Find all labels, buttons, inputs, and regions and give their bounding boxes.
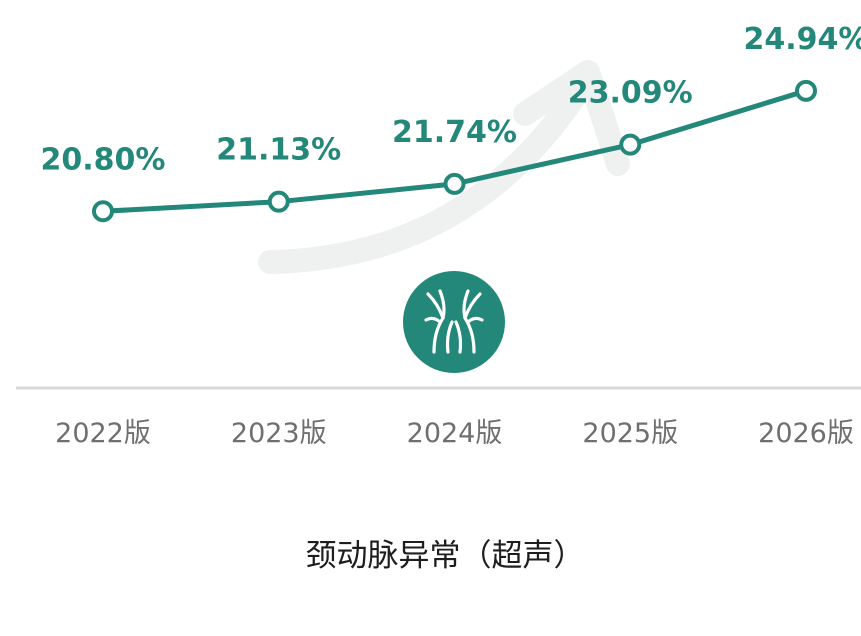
carotid-artery-badge	[403, 271, 505, 373]
point-marker	[443, 172, 466, 195]
x-tick-label: 2024版	[407, 418, 503, 449]
trend-arrow-icon	[258, 60, 630, 274]
data-label: 21.13%	[216, 133, 341, 168]
data-label: 24.94%	[744, 22, 861, 57]
carotid-artery-icon	[424, 289, 484, 354]
value-labels: 20.80% 21.13% 21.74% 23.09% 24.94%	[41, 22, 861, 177]
x-tick-label: 2026版	[758, 418, 854, 449]
trend-arrow-shaft	[258, 76, 592, 274]
data-label: 23.09%	[568, 76, 693, 111]
point-marker	[267, 190, 290, 213]
chart-title: 颈动脉异常（超声）	[306, 538, 585, 574]
x-tick-label: 2025版	[582, 418, 678, 449]
trend-arrow-head	[513, 60, 630, 176]
point-marker	[795, 79, 817, 102]
data-label: 20.80%	[41, 142, 166, 177]
x-tick-label: 2022版	[55, 418, 151, 449]
point-marker	[92, 200, 114, 223]
badge-circle	[403, 271, 505, 373]
point-markers	[92, 79, 817, 223]
data-label: 21.74%	[392, 115, 517, 150]
x-tick-label: 2023版	[231, 418, 327, 449]
point-marker	[619, 133, 642, 156]
x-tick-labels: 2022版 2023版 2024版 2025版 2026版	[55, 418, 854, 449]
